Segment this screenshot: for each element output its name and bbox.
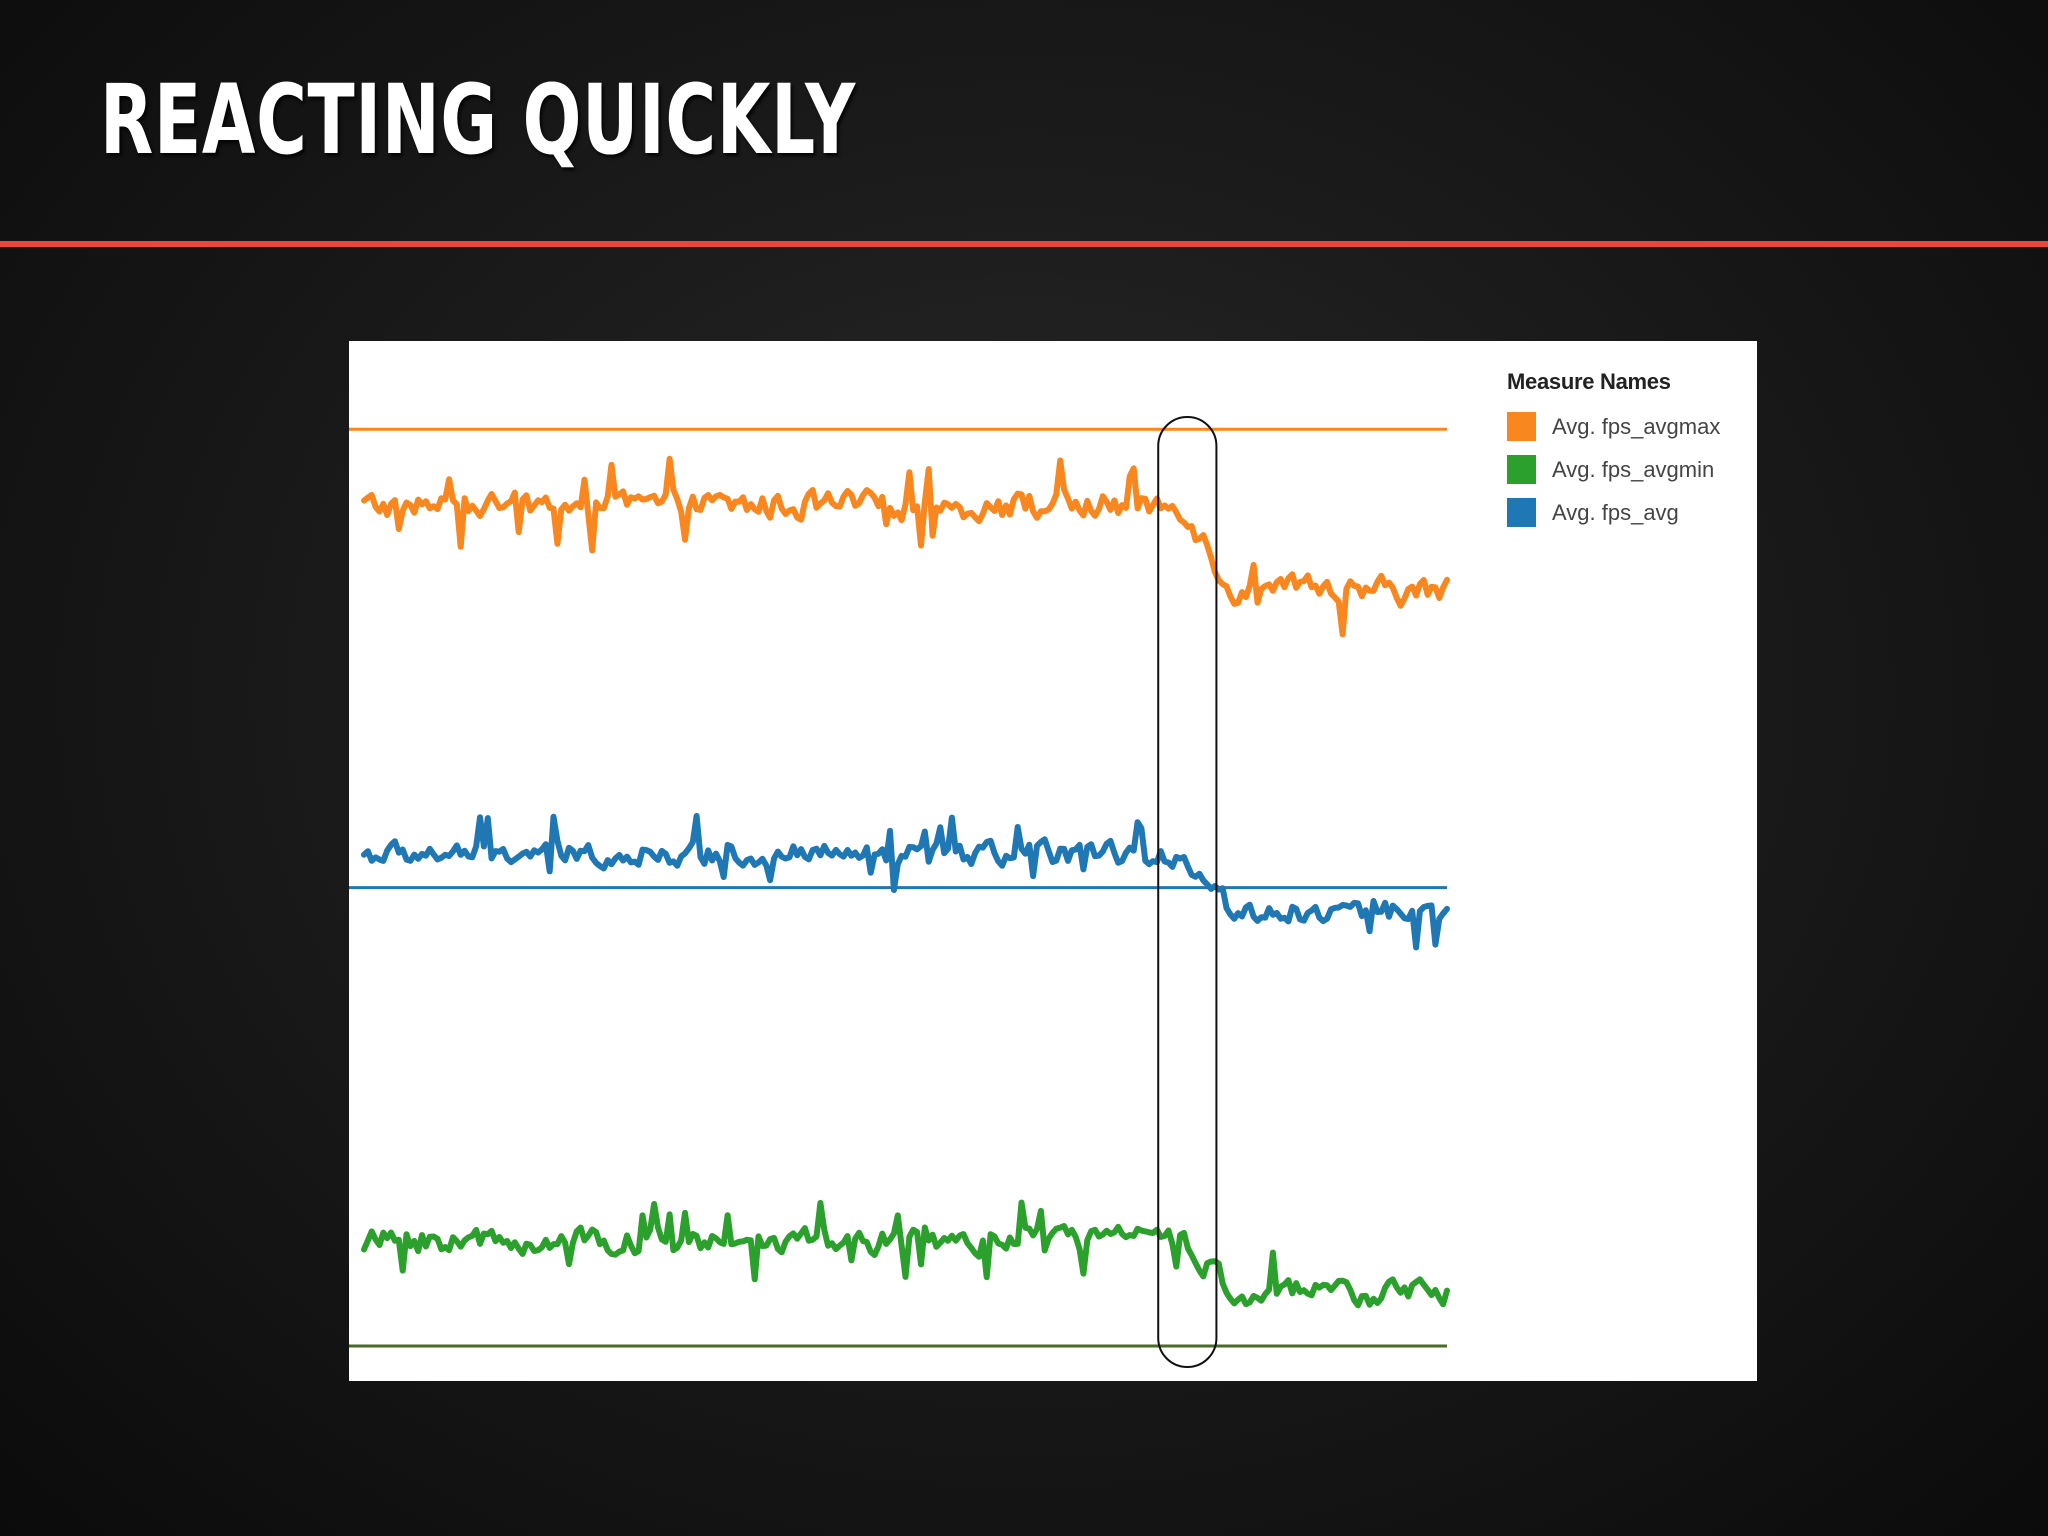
series-line-avg-fps-avg xyxy=(361,813,1450,951)
legend-item-avg-fps-avgmax: Avg. fps_avgmax xyxy=(1507,405,1747,448)
series-line-avg-fps-avgmax xyxy=(361,455,1450,638)
chart-panel: Measure Names Avg. fps_avgmax Avg. fps_av… xyxy=(349,341,1757,1381)
legend-item-avg-fps-avg: Avg. fps_avg xyxy=(1507,491,1747,534)
legend-swatch-avg-fps-avgmax xyxy=(1507,412,1536,441)
legend-label-avg-fps-avgmax: Avg. fps_avgmax xyxy=(1552,413,1721,439)
legend-item-avg-fps-avgmin: Avg. fps_avgmin xyxy=(1507,448,1747,491)
legend-label-avg-fps-avg: Avg. fps_avg xyxy=(1552,499,1679,525)
title-divider xyxy=(0,241,2048,247)
chart-legend: Measure Names Avg. fps_avgmax Avg. fps_av… xyxy=(1507,369,1747,534)
legend-swatch-avg-fps-avg xyxy=(1507,498,1536,527)
series-line-avg-fps-avgmin xyxy=(361,1199,1450,1309)
legend-title: Measure Names xyxy=(1507,369,1671,394)
slide-title: REACTING QUICKLY xyxy=(100,64,856,176)
line-chart xyxy=(349,416,1450,1368)
change-highlight-outline xyxy=(1157,416,1218,1368)
legend-swatch-avg-fps-avgmin xyxy=(1507,455,1536,484)
legend-label-avg-fps-avgmin: Avg. fps_avgmin xyxy=(1552,456,1715,482)
